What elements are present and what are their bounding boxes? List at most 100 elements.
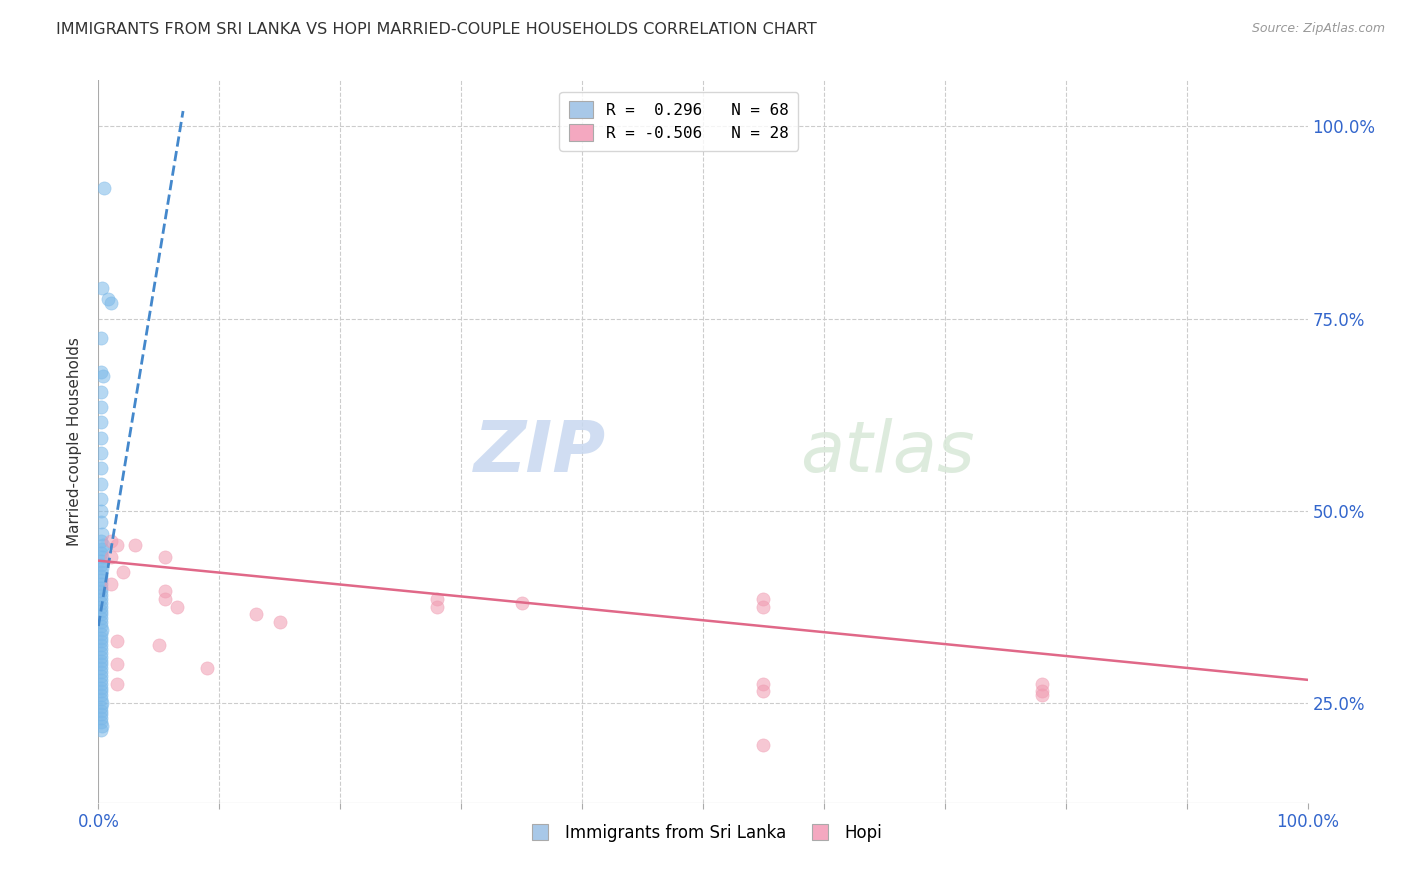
Text: atlas: atlas: [800, 417, 974, 487]
Point: [90, 592, 112, 607]
Point: [90, 584, 112, 599]
Point: [90, 692, 112, 706]
Point: [90, 634, 112, 648]
Point: [90, 673, 112, 687]
Point: [752, 738, 775, 752]
Point: [752, 592, 775, 607]
Point: [111, 565, 134, 579]
Point: [90, 565, 112, 579]
Point: [90, 615, 112, 630]
Point: [91, 526, 114, 541]
Point: [90, 657, 112, 672]
Y-axis label: Married-couple Households: Married-couple Households: [67, 337, 83, 546]
Point: [90, 654, 112, 668]
Point: [100, 534, 122, 549]
Point: [91, 542, 114, 557]
Point: [90, 558, 112, 572]
Point: [90, 649, 112, 664]
Point: [90, 631, 112, 645]
Point: [105, 634, 128, 648]
Point: [90, 588, 112, 602]
Point: [1031, 688, 1053, 702]
Point: [1031, 684, 1053, 698]
Point: [153, 549, 176, 564]
Point: [90, 492, 112, 507]
Point: [90, 596, 112, 610]
Point: [91, 561, 114, 575]
Point: [510, 596, 533, 610]
Point: [90, 573, 112, 587]
Point: [90, 646, 112, 660]
Point: [105, 538, 128, 552]
Point: [90, 704, 112, 718]
Point: [97, 293, 120, 307]
Point: [90, 384, 112, 399]
Point: [90, 446, 112, 460]
Point: [90, 476, 112, 491]
Point: [100, 576, 122, 591]
Point: [90, 715, 112, 730]
Legend: Immigrants from Sri Lanka, Hopi: Immigrants from Sri Lanka, Hopi: [517, 817, 889, 848]
Point: [100, 549, 122, 564]
Point: [90, 611, 112, 625]
Point: [90, 707, 112, 722]
Point: [90, 431, 112, 445]
Point: [90, 638, 112, 652]
Point: [90, 665, 112, 680]
Point: [90, 534, 112, 549]
Point: [93, 181, 115, 195]
Point: [90, 607, 112, 622]
Point: [91, 696, 114, 710]
Point: [90, 461, 112, 475]
Point: [90, 681, 112, 695]
Point: [90, 581, 112, 595]
Point: [124, 538, 146, 552]
Point: [90, 504, 112, 518]
Point: [91, 719, 114, 733]
Point: [91, 549, 114, 564]
Point: [90, 546, 112, 560]
Point: [426, 592, 449, 607]
Point: [90, 676, 112, 690]
Point: [90, 415, 112, 429]
Point: [90, 626, 112, 640]
Point: [90, 400, 112, 414]
Point: [752, 684, 775, 698]
Point: [90, 599, 112, 614]
Point: [90, 723, 112, 737]
Point: [269, 615, 291, 630]
Point: [153, 584, 176, 599]
Point: [90, 688, 112, 702]
Point: [90, 331, 112, 345]
Point: [148, 638, 170, 652]
Point: [90, 642, 112, 657]
Point: [90, 661, 112, 675]
Point: [100, 296, 122, 310]
Point: [91, 281, 114, 295]
Point: [1031, 676, 1053, 690]
Point: [90, 576, 112, 591]
Point: [90, 619, 112, 633]
Text: IMMIGRANTS FROM SRI LANKA VS HOPI MARRIED-COUPLE HOUSEHOLDS CORRELATION CHART: IMMIGRANTS FROM SRI LANKA VS HOPI MARRIE…: [56, 22, 817, 37]
Point: [245, 607, 267, 622]
Point: [426, 599, 449, 614]
Point: [90, 515, 112, 529]
Text: Source: ZipAtlas.com: Source: ZipAtlas.com: [1251, 22, 1385, 36]
Point: [91, 538, 114, 552]
Point: [91, 623, 114, 637]
Point: [752, 676, 775, 690]
Point: [90, 669, 112, 683]
Point: [90, 604, 112, 618]
Point: [105, 676, 128, 690]
Point: [90, 554, 112, 568]
Point: [90, 569, 112, 583]
Point: [90, 711, 112, 725]
Text: ZIP: ZIP: [474, 417, 606, 487]
Point: [91, 369, 114, 384]
Point: [166, 599, 188, 614]
Point: [195, 661, 218, 675]
Point: [90, 684, 112, 698]
Point: [153, 592, 176, 607]
Point: [90, 365, 112, 379]
Point: [752, 599, 775, 614]
